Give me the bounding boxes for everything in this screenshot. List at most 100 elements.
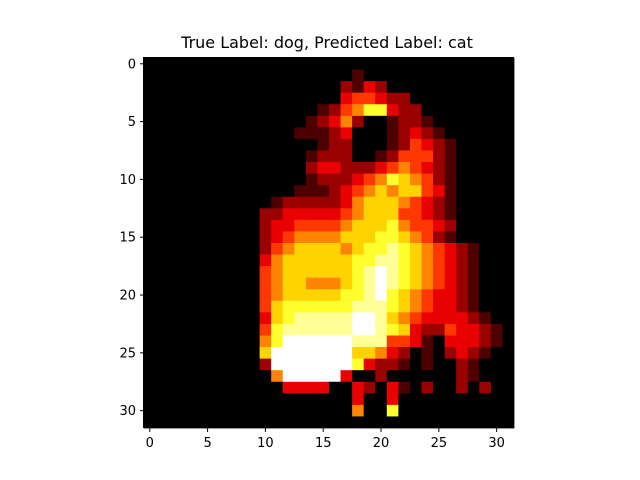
heatmap-cell [294,208,307,221]
heatmap-cell [363,370,376,383]
heatmap-cell [282,115,295,128]
heatmap-cell [213,323,226,336]
heatmap-cell [409,185,422,198]
heatmap-cell [144,347,156,360]
heatmap-cell [398,162,411,175]
heatmap-cell [236,381,249,394]
heatmap-cell [479,393,492,406]
heatmap-cell [144,266,156,279]
heatmap-cell [201,208,214,221]
heatmap-cell [236,81,249,94]
heatmap-cell [259,358,272,371]
heatmap-cell [329,104,341,117]
heatmap-cell [167,404,180,417]
heatmap-cell [433,254,446,267]
heatmap-cell [294,127,307,140]
heatmap-cell [317,277,330,290]
heatmap-cell [340,196,353,209]
heatmap-cell [329,150,341,163]
heatmap-cell [456,370,469,383]
heatmap-cell [282,138,295,151]
heatmap-cell [144,196,156,209]
heatmap-cell [236,335,249,348]
heatmap-cell [329,358,341,371]
heatmap-cell [282,185,295,198]
heatmap-cell [259,312,272,325]
heatmap-cell [259,347,272,360]
heatmap-cell [294,404,307,417]
heatmap-cell [352,393,365,406]
heatmap-cell [271,92,284,105]
heatmap-cell [352,289,365,302]
heatmap-cell [433,115,446,128]
heatmap-cell [329,185,341,198]
heatmap-cell [259,58,272,70]
heatmap-cell [317,370,330,383]
heatmap-cell [398,254,411,267]
heatmap-cell [409,58,422,70]
heatmap-cell [178,58,191,70]
heatmap-cell [167,416,180,429]
heatmap-cell [479,219,492,232]
x-tick-label: 10 [257,436,274,451]
heatmap-cell [317,358,330,371]
heatmap-cell [317,138,330,151]
heatmap-cell [201,69,214,82]
heatmap-cell [490,243,503,255]
x-axis: 0 5 10 15 20 25 30 [146,428,505,451]
heatmap-cell [433,358,446,371]
heatmap-cell [271,81,284,94]
heatmap-cell [375,404,388,417]
heatmap-cell [305,243,318,255]
heatmap-cell [467,231,480,244]
heatmap-cell [305,312,318,325]
heatmap-cell [248,104,261,117]
heatmap-cell [467,58,480,70]
heatmap-cell [305,69,318,82]
heatmap-cell [409,347,422,360]
heatmap-cell [386,266,399,279]
heatmap-cell [375,173,388,186]
heatmap-cell [444,381,457,394]
heatmap-cell [155,300,168,313]
heatmap-cell [329,266,341,279]
heatmap-cell [236,289,249,302]
heatmap-cell [201,347,214,360]
heatmap-cell [375,381,388,394]
heatmap-cell [144,104,156,117]
x-tick-label: 20 [373,436,390,451]
heatmap-cell [433,92,446,105]
heatmap-cell [317,162,330,175]
heatmap-cell [398,104,411,117]
heatmap-cell [398,127,411,140]
heatmap-cell [236,162,249,175]
heatmap-cell [213,404,226,417]
heatmap-cell [248,127,261,140]
heatmap-cell [329,370,341,383]
heatmap-cell [271,196,284,209]
x-tick-label: 15 [315,436,332,451]
heatmap-cell [386,289,399,302]
heatmap-cell [294,219,307,232]
heatmap-cell [444,370,457,383]
heatmap-cell [271,393,284,406]
heatmap-cell [259,208,272,221]
heatmap-cell [456,115,469,128]
heatmap-cell [305,231,318,244]
heatmap-cell [144,127,156,140]
heatmap-cell [433,58,446,70]
heatmap-cell [190,323,203,336]
heatmap-cell [479,196,492,209]
heatmap-cell [144,92,156,105]
heatmap-cell [467,323,480,336]
heatmap-cell [502,219,515,232]
heatmap-cell [190,81,203,94]
heatmap-cell [201,300,214,313]
heatmap-cell [340,208,353,221]
heatmap-cell [305,323,318,336]
heatmap-cell [144,381,156,394]
heatmap-cell [178,289,191,302]
heatmap-cell [190,358,203,371]
heatmap-cell [444,81,457,94]
heatmap-cell [352,358,365,371]
